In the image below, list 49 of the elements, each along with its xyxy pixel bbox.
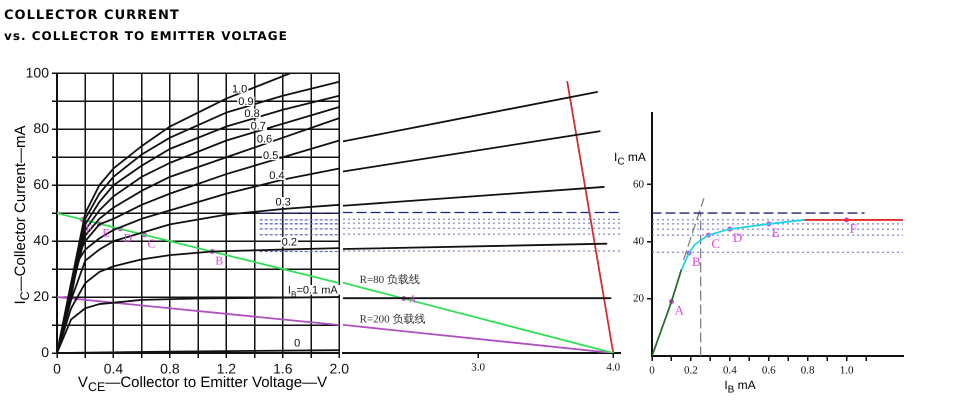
- data-label: B: [215, 254, 224, 268]
- x-tick-label: 0.2: [684, 364, 698, 376]
- y-tick-label: 40: [633, 236, 644, 248]
- x-tick-label: 0.4: [722, 364, 738, 376]
- data-label: A: [674, 302, 684, 318]
- x-tick-label: 0.4: [104, 360, 124, 376]
- chart-title: COLLECTOR CURRENT: [4, 8, 180, 23]
- y-tick-label: 0: [41, 344, 50, 360]
- series-label: 0: [294, 338, 300, 350]
- data-label: C: [711, 236, 720, 252]
- data-label: B: [692, 254, 701, 270]
- series-label: R=80 负载线: [360, 273, 420, 286]
- y-tick-label: 20: [33, 288, 50, 304]
- x-tick-label: 0.8: [800, 364, 816, 376]
- y-tick-label: 60: [633, 178, 644, 190]
- x-tick-label: 1.6: [273, 360, 293, 376]
- x-tick-label: 0: [649, 364, 656, 376]
- series-label: R=200 负载线: [360, 312, 426, 326]
- x-tick-label: 1.0: [840, 364, 854, 376]
- y-tick-label: 60: [33, 176, 50, 192]
- x-tick-label: 0.8: [160, 360, 180, 376]
- y-axis-title: I$_{C}$ mA: [614, 150, 646, 168]
- x-tick-label: 0.6: [762, 364, 776, 376]
- y-tick-label: 20: [633, 292, 644, 305]
- x-tick-label: 0: [53, 360, 62, 376]
- series-label: 0.6: [256, 134, 272, 146]
- y-tick-label: 100: [26, 64, 50, 80]
- x-tick-label: 3.0: [471, 361, 486, 374]
- data-label: F: [85, 222, 92, 236]
- data-label: E: [772, 224, 780, 240]
- series-label: 0.9: [238, 96, 254, 108]
- x-axis-title: I$_{B}$ mA: [723, 378, 757, 396]
- x-tick-label: 4.0: [606, 361, 621, 374]
- y-tick-label: 80: [33, 120, 50, 136]
- series-label: 0.7: [250, 120, 266, 132]
- x-axis-title: V$_{CE}$—Collector to Emitter Voltage—V: [78, 374, 328, 394]
- y-tick-label: 40: [33, 232, 50, 248]
- series-label: 0.8: [244, 108, 260, 120]
- series-label: 0.3: [275, 196, 291, 209]
- data-label: F: [850, 220, 857, 236]
- data-label: A: [408, 293, 417, 306]
- series-label: 1.0: [232, 83, 248, 96]
- x-tick-label: 2.0: [330, 360, 350, 376]
- series-label: 0.2: [282, 236, 297, 249]
- data-label: D: [732, 230, 742, 246]
- chart-subtitle: vs. COLLECTOR TO EMITTER VOLTAGE: [4, 29, 288, 43]
- series-label: 0.5: [263, 150, 278, 162]
- x-tick-label: 1.2: [216, 360, 236, 376]
- series-label: 0.4: [269, 170, 285, 182]
